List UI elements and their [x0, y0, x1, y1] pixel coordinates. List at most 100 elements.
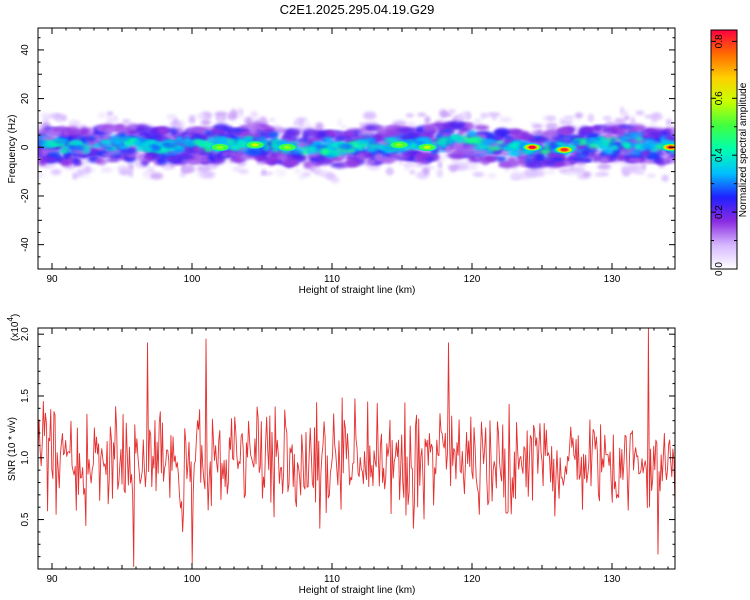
spectrogram-halo-cell — [602, 116, 612, 121]
spectrogram-band-cell — [663, 134, 675, 141]
spectrogram-core-cell — [146, 141, 155, 146]
spectrogram-band-cell — [249, 126, 257, 135]
spectrogram-panel: 90 100 110 120 130 -40 -20 0 20 40 Height of stra… — [7, 27, 676, 296]
spectrogram-core-cell — [165, 144, 178, 148]
spectrogram-core-cell — [315, 144, 329, 149]
spectrogram-band-cell — [283, 158, 299, 167]
colorbar-tick-label: 0.0 — [714, 262, 725, 276]
spectrogram-halo-cell — [472, 160, 483, 165]
spectrogram-core-cell — [227, 140, 236, 146]
spectrogram-core-cell — [229, 145, 242, 151]
spectrogram-band-cell — [158, 126, 168, 134]
spectrogram-band-cell — [374, 133, 382, 141]
spectrogram-heatmap — [38, 106, 675, 184]
spectrogram-halo-cell — [436, 169, 444, 178]
spectrogram-band-cell — [302, 132, 309, 142]
spectrogram-core-cell — [494, 141, 505, 144]
x-tick-label: 110 — [324, 274, 340, 285]
spectrogram-halo-cell — [97, 112, 107, 119]
colorbar-tick-label: 0.4 — [714, 148, 725, 162]
spectrogram-core-cell — [338, 151, 347, 155]
spectrogram-band-cell — [259, 149, 267, 154]
spectrogram-core-cell — [92, 143, 102, 148]
spectrogram-core-cell — [133, 140, 142, 146]
snr-y-axis-label: SNR (10 * v/v) — [7, 417, 18, 481]
spectrogram-halo-cell — [315, 122, 324, 131]
y-tick-label: 0 — [20, 144, 31, 150]
spectrogram-halo-cell — [106, 111, 114, 117]
spectrogram-band-cell — [40, 156, 58, 163]
spectrogram-halo-cell — [230, 108, 238, 117]
spectrogram-halo-cell — [644, 114, 654, 119]
spectrogram-band-cell — [627, 158, 641, 162]
spectrogram-band-cell — [519, 133, 530, 139]
spectrogram-halo-cell — [43, 164, 51, 168]
spectrogram-core-cell — [649, 147, 659, 152]
spectrogram-band-cell — [557, 127, 572, 136]
spectrogram-core-cell — [117, 137, 132, 141]
spectrogram-band-cell — [500, 151, 511, 156]
spectrogram-halo-cell — [409, 170, 416, 175]
spectrogram-band-cell — [657, 159, 665, 165]
spectrogram-halo-cell — [182, 166, 196, 170]
spectrogram-core-cell — [366, 148, 377, 152]
spectrogram-band-cell — [169, 127, 178, 136]
spectrogram-core-cell — [570, 141, 581, 145]
spectrogram-halo-cell — [208, 165, 218, 169]
spectrogram-halo-cell — [574, 112, 583, 119]
y-tick-label: 2.0 — [20, 327, 31, 341]
spectrogram-band-cell — [41, 152, 49, 157]
spectrogram-core-cell — [337, 144, 351, 149]
spectrogram-band-cell — [79, 127, 90, 135]
spectrogram-band-cell — [568, 156, 586, 161]
figure-title: C2E1.2025.295.04.19.G29 — [280, 2, 435, 17]
x-tick-label: 110 — [324, 574, 340, 585]
spectrogram-halo-cell — [468, 164, 479, 171]
spectrogram-halo-cell — [512, 169, 519, 173]
x-tick-label: 130 — [604, 574, 621, 585]
y-tick-label: 0.5 — [20, 512, 31, 526]
spectrogram-core-cell — [382, 146, 392, 150]
spectrogram-band-cell — [346, 154, 355, 162]
x-tick-label: 130 — [604, 274, 621, 285]
x-tick-label: 90 — [46, 274, 58, 285]
spectrogram-core-cell — [70, 140, 81, 145]
spectrogram-band-cell — [618, 156, 625, 161]
snr-x-axis-label: Height of straight line (km) — [299, 585, 416, 596]
spectrogram-band-cell — [498, 158, 505, 162]
spectrogram-halo-cell — [38, 173, 45, 178]
spectrogram-halo-cell — [597, 163, 612, 170]
spectrogram-halo-cell — [363, 111, 377, 120]
spectrogram-peak — [560, 148, 569, 152]
spectrogram-halo-cell — [100, 167, 113, 173]
spectrogram-core-cell — [623, 143, 631, 148]
colorbar-frame — [710, 29, 738, 270]
spectrogram-core-cell — [415, 137, 430, 143]
spectrogram-band-cell — [402, 153, 414, 159]
spectrogram-halo-cell — [455, 114, 465, 122]
spectrogram-band-cell — [525, 160, 544, 169]
spectrogram-halo-cell — [439, 109, 448, 118]
spectrogram-core-cell — [203, 147, 213, 152]
spectrogram-core-cell — [196, 140, 206, 145]
spectrogram-halo-cell — [341, 124, 347, 130]
spectrogram-band-cell — [303, 160, 313, 169]
spectrogram-core-cell — [53, 139, 67, 145]
spectrogram-halo-cell — [661, 174, 669, 182]
spectrogram-halo-cell — [562, 171, 577, 176]
spectrogram-band-cell — [357, 135, 372, 141]
snr-scale-factor: (x104) — [6, 314, 21, 341]
spectrogram-band-cell — [536, 129, 544, 136]
snr-frame — [37, 327, 676, 570]
spectrogram-halo-cell — [40, 112, 51, 121]
spectrogram-band-cell — [197, 150, 214, 156]
spectrogram-core-cell — [150, 145, 160, 151]
spectrogram-halo-cell — [48, 113, 61, 119]
spectrogram-halo-cell — [652, 112, 658, 121]
spectrogram-halo-cell — [405, 113, 414, 118]
spectrogram-core-cell — [411, 145, 419, 150]
spectrogram-halo-cell — [665, 118, 672, 126]
spectrogram-core-cell — [215, 139, 228, 144]
spectrogram-peak — [395, 143, 403, 147]
spectrogram-band-cell — [588, 152, 599, 157]
